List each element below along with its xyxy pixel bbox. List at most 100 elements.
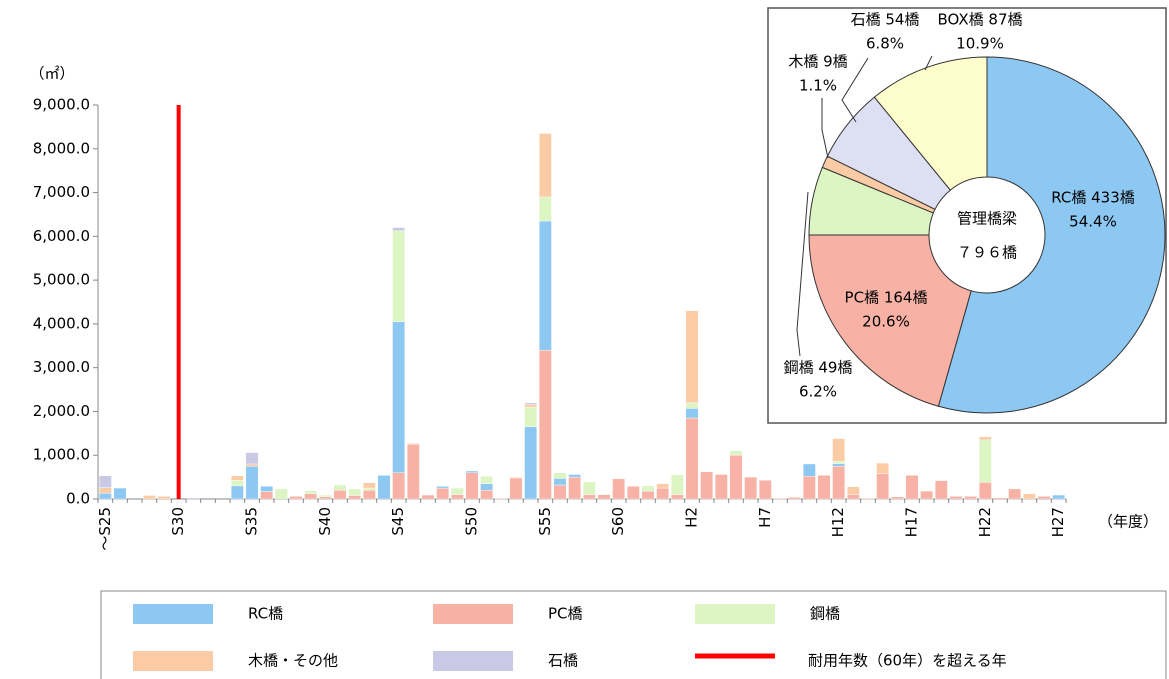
legend-label: 木橋・その他: [248, 652, 338, 670]
pie-label: RC橋 433橋: [1051, 189, 1135, 207]
legend-label: 石橋: [548, 652, 578, 670]
y-tick-label: 2,000.0: [33, 402, 90, 420]
bar-segment: [1052, 494, 1066, 500]
bar-segment: [641, 490, 655, 500]
bar-segment: [98, 493, 112, 500]
bar-segment: [1008, 488, 1022, 500]
bar-segment: [98, 475, 112, 488]
bar-segment: [832, 463, 846, 467]
bar-segment: [700, 471, 714, 500]
x-tick-label: ～S25: [96, 507, 114, 551]
bar-segment: [260, 486, 274, 492]
pie-label: PC橋 164橋: [845, 289, 928, 307]
bar-segment: [362, 490, 376, 500]
legend-label: 鋼橋: [810, 605, 840, 623]
bar-segment: [480, 483, 494, 491]
bar-segment: [568, 476, 582, 500]
y-tick-label: 4,000.0: [33, 314, 90, 332]
bar-segment: [876, 462, 890, 474]
bar-segment: [832, 461, 846, 464]
bar-segment: [817, 475, 831, 500]
y-tick-label: 9,000.0: [33, 96, 90, 114]
x-tick-label: H17: [903, 507, 921, 537]
legend-swatch: [133, 604, 213, 624]
bar-segment: [758, 479, 772, 500]
bar-segment: [157, 496, 171, 500]
bar-segment: [245, 465, 259, 500]
pie-slice: [937, 56, 1166, 414]
bar-segment: [333, 490, 347, 500]
bar-segment: [670, 474, 684, 495]
bar-segment: [142, 495, 156, 500]
pie-value-label: 1.1%: [799, 77, 837, 95]
legend-box: [100, 590, 1167, 679]
bar-segment: [392, 227, 406, 231]
bar-segment: [685, 310, 699, 403]
y-tick-label: 3,000.0: [33, 358, 90, 376]
legend-label: 耐用年数（60年）を超える年: [808, 652, 1007, 670]
bar-segment: [538, 349, 552, 500]
bar-segment: [978, 436, 992, 441]
pie-center-label: 管理橋梁: [957, 210, 1017, 228]
bar-segment: [348, 488, 362, 496]
leader-line: [796, 191, 809, 357]
bar-segment: [993, 497, 1007, 500]
x-tick-label: S35: [243, 507, 261, 536]
x-tick-label: S40: [316, 507, 334, 536]
x-tick-label: S50: [463, 507, 481, 536]
bar-segment: [1037, 496, 1051, 500]
bar-segment: [978, 482, 992, 500]
pie-label: 鋼橋 49橋: [784, 359, 853, 377]
bar-segment: [406, 443, 420, 445]
legend-label: PC橋: [548, 605, 583, 623]
x-tick-label: S30: [169, 507, 187, 536]
bar-segment: [582, 481, 596, 495]
bar-segment: [274, 488, 288, 500]
bar-segment: [406, 444, 420, 500]
bar-segment: [230, 475, 244, 481]
bar-segment: [538, 133, 552, 198]
bar-segment: [260, 491, 274, 500]
x-tick-label: S55: [536, 507, 554, 536]
pie-slice: [873, 56, 988, 191]
y-tick-label: 0.0: [66, 490, 90, 508]
bar-segment: [538, 220, 552, 351]
leader-line: [841, 57, 869, 123]
bar-segment: [362, 482, 376, 489]
bar-segment: [98, 487, 112, 494]
bar-segment: [788, 497, 802, 500]
bar-segment: [509, 477, 523, 500]
bar-segment: [509, 476, 523, 479]
bar-segment: [582, 494, 596, 500]
leader-line: [821, 98, 829, 159]
y-tick-label: 6,000.0: [33, 227, 90, 245]
bar-segment: [436, 486, 450, 489]
bar-segment: [1022, 493, 1036, 500]
bar-segment: [245, 452, 259, 465]
pie-label: BOX橋 87橋: [937, 11, 1022, 29]
bar-segment: [524, 406, 538, 427]
bar-segment: [465, 470, 479, 473]
x-unit: （年度）: [1098, 513, 1158, 531]
bar-segment: [392, 472, 406, 500]
x-tick-label: H2: [683, 507, 701, 528]
bar-segment: [729, 455, 743, 500]
y-tick-label: 7,000.0: [33, 183, 90, 201]
bar-segment: [978, 439, 992, 483]
pie-value-label: 54.4%: [1069, 213, 1117, 231]
y-tick-label: 5,000.0: [33, 271, 90, 289]
bar-segment: [480, 476, 494, 484]
legend-swatch: [433, 604, 513, 624]
bar-segment: [846, 494, 860, 500]
bar-segment: [641, 485, 655, 492]
bar-segment: [186, 497, 200, 500]
bar-segment: [876, 473, 890, 500]
bar-segment: [465, 472, 479, 500]
bar-segment: [392, 321, 406, 473]
bar-segment: [553, 484, 567, 500]
bar-segment: [245, 463, 259, 467]
x-tick-label: S45: [389, 507, 407, 536]
bar-segment: [436, 487, 450, 500]
bar-segment: [905, 475, 919, 500]
